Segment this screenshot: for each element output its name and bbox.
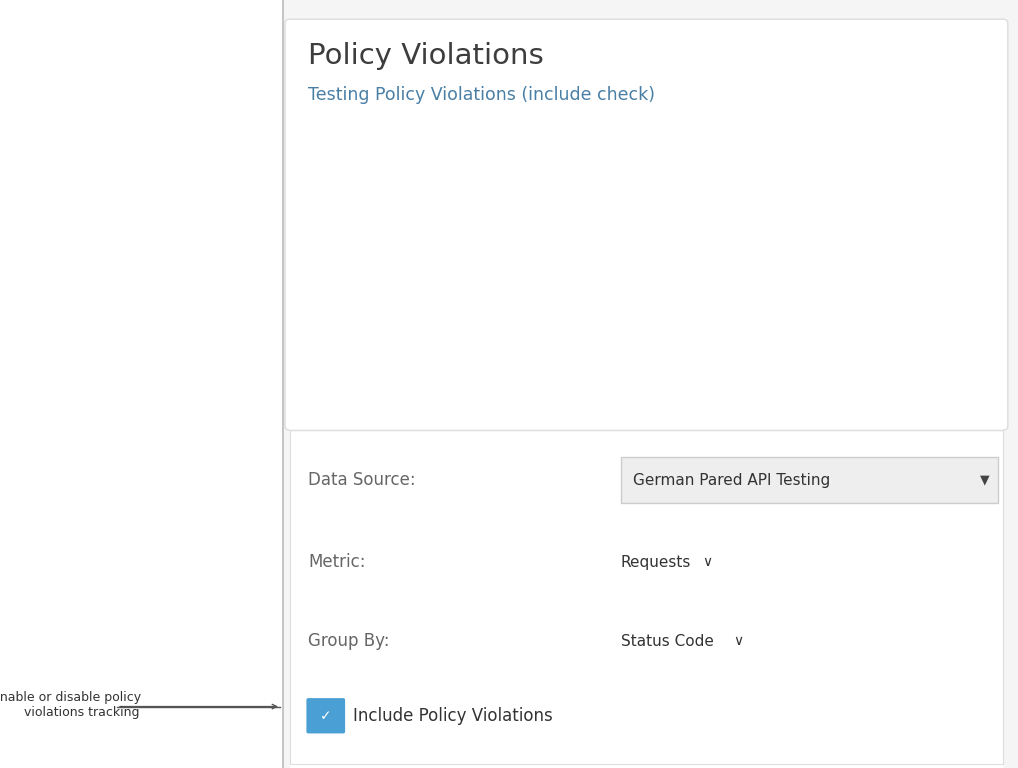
Text: B: B bbox=[345, 169, 356, 187]
Text: ∨: ∨ bbox=[733, 634, 743, 648]
Text: Include Policy Violations: Include Policy Violations bbox=[353, 707, 553, 725]
Text: ✓: ✓ bbox=[320, 709, 332, 723]
Text: German Pared API Testing: German Pared API Testing bbox=[633, 472, 831, 488]
Text: Status Code: Status Code bbox=[621, 634, 714, 649]
Text: Testing Policy Violations (include check): Testing Policy Violations (include check… bbox=[308, 86, 656, 104]
Text: ▼: ▼ bbox=[979, 474, 989, 486]
Bar bbox=[336, 313, 595, 360]
Text: Policy Violations: Policy Violations bbox=[308, 42, 545, 70]
Bar bbox=[336, 154, 982, 202]
Text: C: C bbox=[345, 328, 356, 346]
Text: Group By:: Group By: bbox=[308, 632, 390, 650]
Text: Enable or disable policy: Enable or disable policy bbox=[0, 691, 140, 703]
Text: A: A bbox=[345, 248, 356, 266]
Text: Requests: Requests bbox=[621, 554, 691, 570]
Text: Metric:: Metric: bbox=[308, 553, 365, 571]
Bar bbox=[336, 233, 724, 281]
Text: ∨: ∨ bbox=[702, 555, 713, 569]
Text: Data Source:: Data Source: bbox=[308, 471, 416, 489]
Text: violations tracking: violations tracking bbox=[23, 707, 139, 719]
